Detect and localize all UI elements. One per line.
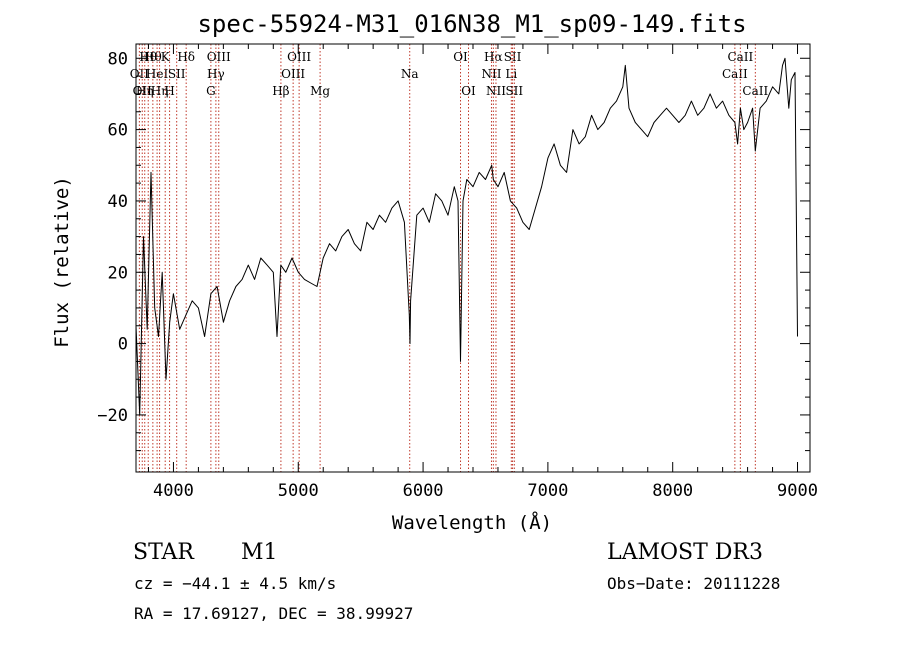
survey-name: LAMOST DR3 [607,540,763,565]
x-tick-label-3: 7000 [527,481,568,501]
marker-label-25: SII [504,50,522,64]
x-tick-label-4: 8000 [652,481,693,501]
y-tick-label-1: 0 [118,335,128,355]
marker-label-23: NII [486,84,506,98]
marker-label-18: Na [401,67,419,81]
series-line-0 [135,57,798,416]
marker-label-9: SII [168,67,186,81]
marker-label-2: Hη [136,84,154,98]
marker-label-1: OII [133,84,153,98]
marker-label-4: Hθ [144,50,162,64]
x-tick-label-1: 5000 [278,481,319,501]
marker-label-19: OI [453,50,468,64]
marker-label-13: OIII [207,50,231,64]
marker-label-3: Hθ [139,50,157,64]
marker-label-20: OI [461,84,476,98]
marker-label-8: H [164,84,174,98]
marker-label-21: NII [481,67,501,81]
axis-ticks: 4000 5000 6000 7000 8000 9000 −20 0 20 40 60 80 [97,44,818,501]
y-tick-label-4: 60 [108,121,128,141]
plot-frame [135,43,811,473]
marker-label-12: Hγ [207,67,225,81]
y-axis-label: Flux (relative) [51,176,73,348]
x-tick-label-0: 4000 [153,481,194,501]
marker-label-29: CaII [742,84,768,98]
marker-label-22: Hα [484,50,503,64]
marker-label-11: G [206,84,216,98]
y-tick-label-3: 40 [108,192,128,212]
redshift-cz: cz = −44.1 ± 4.5 km/s [134,574,337,593]
marker-label-17: Mg [310,84,330,98]
marker-label-24: Li [505,67,517,81]
emission-line-markers: OIIOIIHηHθHθHeIHηKHSIIHδGHγOIIIHβOIIIOII… [130,44,768,472]
chart-title: spec-55924-M31_016N38_M1_sp09-149.fits [197,10,746,38]
marker-label-5: HeI [146,67,169,81]
marker-label-16: OIII [287,50,311,64]
object-class: STAR [133,540,194,565]
marker-label-28: CaII [727,50,753,64]
coordinates: RA = 17.69127, DEC = 38.99927 [134,604,414,623]
obs-date: Obs−Date: 20111228 [607,574,781,593]
x-axis-label: Wavelength (Å) [392,511,552,534]
marker-label-14: Hβ [272,84,289,98]
marker-label-10: Hδ [177,50,195,64]
x-tick-label-2: 6000 [403,481,444,501]
x-tick-label-5: 9000 [777,481,818,501]
marker-label-15: OIII [281,67,305,81]
marker-label-27: CaII [722,67,748,81]
marker-label-6: Hη [151,84,169,98]
marker-label-7: K [161,50,171,64]
y-tick-label-5: 80 [108,49,128,69]
spectrum-series [135,57,798,416]
y-tick-label-2: 20 [108,263,128,283]
y-tick-label-0: −20 [97,406,128,426]
marker-label-0: OII [130,67,150,81]
marker-label-26: SII [505,84,523,98]
object-subclass: M1 [241,540,278,565]
